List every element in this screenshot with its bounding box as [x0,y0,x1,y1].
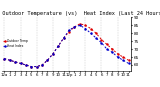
Title: Milwaukee  Outdoor Temperature (vs)  Heat Index (Last 24 Hours): Milwaukee Outdoor Temperature (vs) Heat … [0,11,160,16]
Legend: Outdoor Temp, Heat Index: Outdoor Temp, Heat Index [3,39,28,48]
